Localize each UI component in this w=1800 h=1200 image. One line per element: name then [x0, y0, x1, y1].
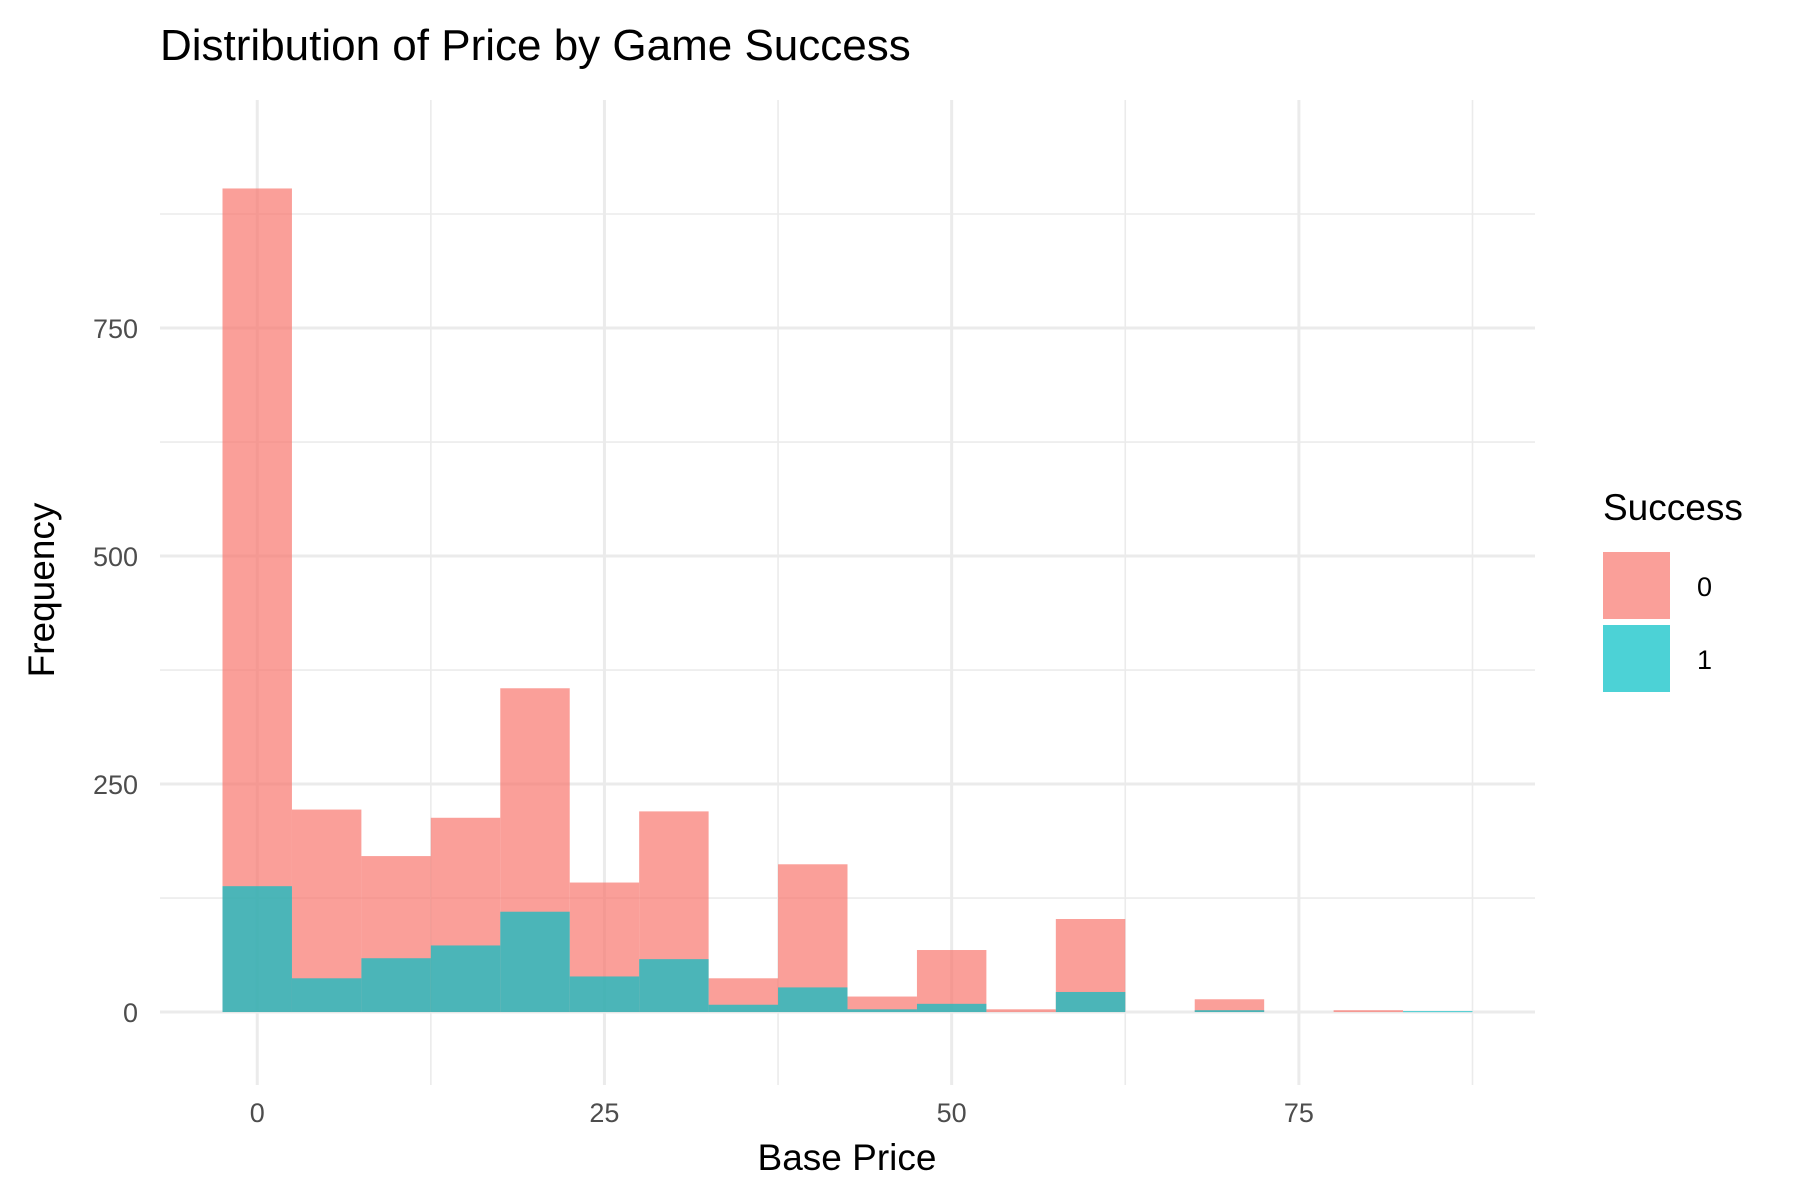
bar-success-1: [639, 959, 709, 1013]
bar-success-1: [291, 978, 362, 1013]
x-tick-label: 25: [589, 1098, 619, 1128]
bar-success-1: [569, 976, 640, 1013]
bar-success-1: [916, 1003, 987, 1013]
legend-key-0: [1603, 552, 1670, 619]
legend-key-1: [1603, 625, 1670, 692]
y-tick-label: 0: [123, 998, 138, 1028]
bar-success-1: [222, 886, 292, 1013]
x-tick-label: 75: [1284, 1098, 1314, 1128]
bar-success-1: [500, 911, 570, 1013]
y-tick-label: 500: [93, 542, 138, 572]
legend-entries: 01: [1603, 552, 1712, 692]
bar-success-0: [916, 950, 987, 1013]
chart-title: Distribution of Price by Game Success: [160, 21, 911, 70]
legend: Success 01: [1603, 487, 1743, 692]
bars: [222, 188, 1473, 1013]
legend-title: Success: [1603, 487, 1743, 528]
y-tick-label: 250: [93, 770, 138, 800]
bar-success-1: [1403, 1011, 1473, 1013]
bar-success-1: [1055, 991, 1126, 1013]
y-axis-title: Frequency: [21, 502, 62, 677]
x-tick-label: 50: [937, 1098, 967, 1128]
bar-success-1: [847, 1009, 917, 1013]
bar-success-0: [1194, 999, 1265, 1013]
bar-success-1: [1194, 1010, 1265, 1013]
bar-success-0: [1333, 1010, 1404, 1013]
bar-success-1: [778, 987, 848, 1013]
bar-success-0: [986, 1009, 1056, 1013]
x-tick-label: 0: [250, 1098, 265, 1128]
bar-success-0: [222, 188, 292, 1013]
legend-label-1: 1: [1697, 645, 1712, 675]
y-tick-label: 750: [93, 314, 138, 344]
bar-success-1: [708, 1004, 779, 1013]
bar-success-1: [361, 958, 431, 1013]
bar-success-0: [847, 996, 917, 1013]
legend-label-0: 0: [1697, 572, 1712, 602]
x-axis-title: Base Price: [758, 1137, 937, 1178]
bar-success-1: [430, 945, 501, 1013]
